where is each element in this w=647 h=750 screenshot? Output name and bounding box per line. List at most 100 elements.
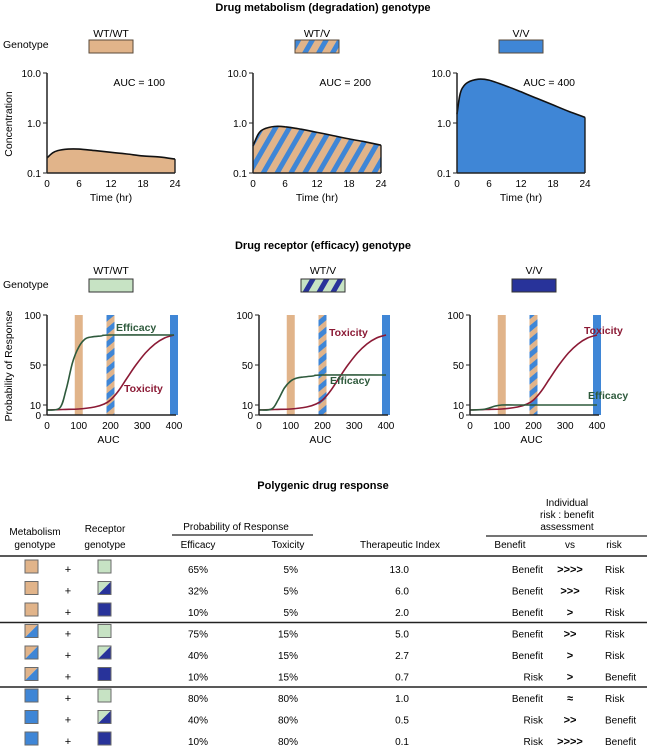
x-tick-label: 300 xyxy=(557,421,574,432)
concentration-area xyxy=(47,148,175,173)
genotype-swatch xyxy=(88,39,134,54)
therapeutic-index-value: 0.1 xyxy=(395,737,409,748)
concentration-curve xyxy=(456,78,586,119)
x-tick-label: 12 xyxy=(311,179,323,190)
y-tick-label: 50 xyxy=(453,361,465,372)
header-efficacy: Efficacy xyxy=(181,540,216,551)
genotype-swatch xyxy=(294,39,340,54)
y-tick-label: 1.0 xyxy=(233,119,247,130)
x-tick-label: 6 xyxy=(76,179,82,190)
x-axis-label: AUC xyxy=(309,434,332,446)
table-row: +65% 5% 13.0 Benefit >>>> Risk xyxy=(24,559,625,576)
swatch-fill xyxy=(24,559,39,574)
swatch-border xyxy=(97,710,112,724)
efficacy-value: 10% xyxy=(188,737,208,748)
swatch-border xyxy=(97,645,112,660)
plus-sign: + xyxy=(65,564,71,576)
x-tick-label: 24 xyxy=(169,179,181,190)
y-tick-label: 0 xyxy=(247,411,253,422)
swatch-v-half xyxy=(98,646,111,659)
metabolism-genotype-swatch xyxy=(24,731,39,746)
plus-sign: + xyxy=(65,629,71,641)
efficacy-value: 40% xyxy=(188,716,208,727)
header-therapeutic-index: Therapeutic Index xyxy=(360,540,440,551)
x-tick-label: 24 xyxy=(579,179,591,190)
plus-sign: + xyxy=(65,586,71,598)
therapeutic-index-value: 6.0 xyxy=(395,587,409,598)
swatch-fill xyxy=(24,688,39,703)
x-tick-label: 200 xyxy=(102,421,119,432)
metabolism-genotype-swatch xyxy=(24,667,39,681)
assessment-left: Benefit xyxy=(512,694,543,705)
toxicity-label: Toxicity xyxy=(584,325,623,337)
plus-sign: + xyxy=(65,715,71,727)
assessment-comparator: > xyxy=(567,650,573,662)
toxicity-curve xyxy=(469,334,598,411)
receptor-panel-wt-v: WT/V 010 50 100 0 100 200 300 400 AUC Efficacy Toxi… xyxy=(236,265,394,446)
toxicity-value: 15% xyxy=(278,630,298,641)
receptor-genotype-swatch xyxy=(97,710,112,724)
assessment-right: Risk xyxy=(605,630,625,641)
assessment-left: Benefit xyxy=(512,651,543,662)
header-probability-group: Probability of Response xyxy=(183,522,289,533)
x-tick-label: 6 xyxy=(282,179,288,190)
swatch-fill xyxy=(97,731,112,746)
x-tick-label: 300 xyxy=(346,421,363,432)
therapeutic-index-value: 2.0 xyxy=(395,608,409,619)
plus-sign: + xyxy=(65,650,71,662)
efficacy-label: Efficacy xyxy=(116,322,156,334)
genotype-label: WT/WT xyxy=(93,265,129,277)
auc-band-wt-v xyxy=(529,315,538,415)
table-rows: +65% 5% 13.0 Benefit >>>> Risk + 32% 5% 6.0 Benefi… xyxy=(0,559,647,748)
swatch-border xyxy=(24,667,39,681)
therapeutic-index-value: 0.5 xyxy=(395,716,409,727)
table-row: +32% 5% 6.0 Benefit >>> Risk xyxy=(24,581,625,598)
header-metabolism-line1: Metabolism xyxy=(9,527,60,538)
auc-label: AUC = 200 xyxy=(319,77,371,89)
swatch-fill xyxy=(97,688,112,703)
toxicity-value: 5% xyxy=(284,608,299,619)
assessment-left: Risk xyxy=(524,737,544,748)
swatch-fill xyxy=(97,559,112,574)
x-tick-label: 100 xyxy=(70,421,87,432)
y-tick-label: 10.0 xyxy=(228,69,248,80)
toxicity-label: Toxicity xyxy=(124,383,163,395)
genotype-swatch xyxy=(511,278,557,293)
assessment-comparator: >>>> xyxy=(557,736,583,748)
metabolism-genotype-swatch xyxy=(24,559,39,574)
table-row: +40% 15% 2.7 Benefit > Risk xyxy=(24,645,625,662)
table-row: +10% 5% 2.0 Benefit > Risk xyxy=(0,602,647,624)
swatch-border xyxy=(24,645,39,660)
assessment-right: Risk xyxy=(605,651,625,662)
assessment-right: Risk xyxy=(605,587,625,598)
assessment-comparator: >> xyxy=(564,629,577,641)
y-axis-label: Probability of Response xyxy=(3,310,15,421)
y-tick-label: 0.1 xyxy=(437,169,451,180)
genotype-swatch xyxy=(300,278,346,293)
assessment-left: Benefit xyxy=(512,565,543,576)
auc-band-v xyxy=(170,315,178,415)
assessment-comparator: > xyxy=(567,672,573,684)
header-vs: vs xyxy=(565,540,575,551)
auc-label: AUC = 100 xyxy=(113,77,165,89)
assessment-right: Benefit xyxy=(605,673,636,684)
x-axis-label: Time (hr) xyxy=(90,192,132,204)
metabolism-genotype-row-label: Genotype xyxy=(3,39,49,51)
metabolism-panel-wt-wt: WT/WT 0.1 1.0 10.0 0 6 12 18 24 Time (hr) AUC = 10… xyxy=(3,28,181,204)
metabolism-section-title: Drug metabolism (degradation) genotype xyxy=(215,2,430,14)
x-tick-label: 0 xyxy=(44,421,50,432)
header-receptor-line2: genotype xyxy=(84,540,126,551)
swatch-fill xyxy=(24,731,39,746)
y-tick-label: 1.0 xyxy=(27,119,41,130)
metabolism-genotype-swatch xyxy=(24,624,39,638)
auc-band-wt xyxy=(286,315,295,415)
efficacy-curve xyxy=(46,334,175,411)
header-receptor-line1: Receptor xyxy=(85,524,126,535)
metabolism-panel-v-v: V/V 0.1 1.0 10.0 0 6 12 18 24 Time (hr) AUC = 400 xyxy=(432,28,591,204)
genotype-label: V/V xyxy=(513,28,530,40)
assessment-comparator: > xyxy=(567,607,573,619)
receptor-section-title: Drug receptor (efficacy) genotype xyxy=(235,240,411,252)
assessment-right: Benefit xyxy=(605,716,636,727)
